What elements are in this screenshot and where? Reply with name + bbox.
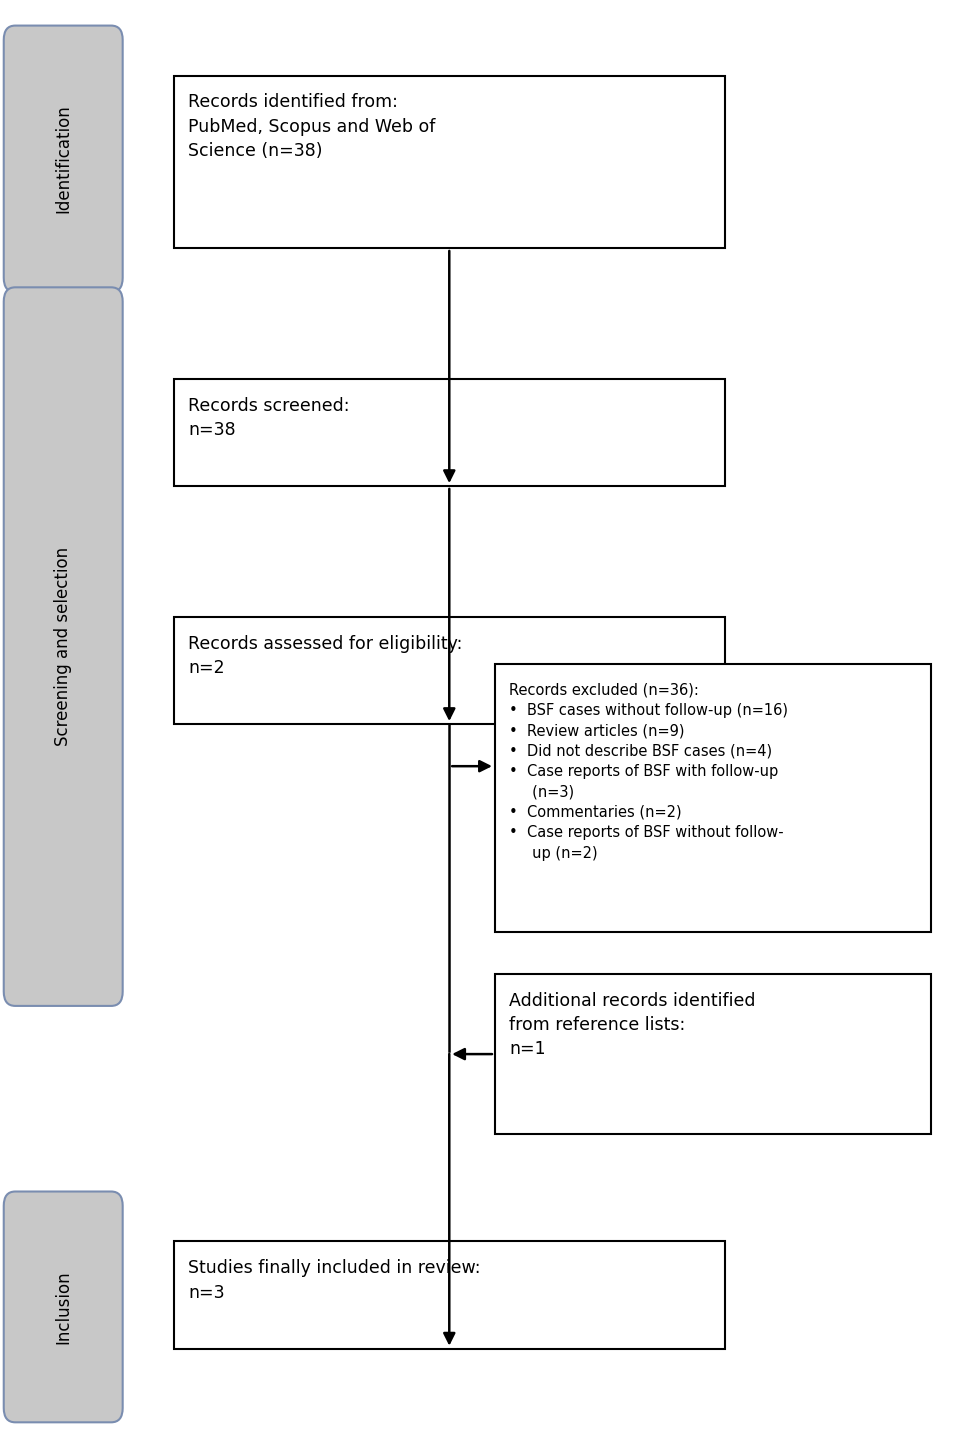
Text: Studies finally included in review:
n=3: Studies finally included in review: n=3	[188, 1259, 481, 1301]
FancyBboxPatch shape	[173, 1242, 725, 1348]
Text: Records identified from:
PubMed, Scopus and Web of
Science (n=38): Records identified from: PubMed, Scopus …	[188, 93, 435, 159]
FancyBboxPatch shape	[4, 287, 123, 1005]
Text: Screening and selection: Screening and selection	[54, 547, 73, 747]
Text: Identification: Identification	[54, 105, 73, 213]
FancyBboxPatch shape	[173, 379, 725, 485]
FancyBboxPatch shape	[495, 665, 931, 932]
Text: Inclusion: Inclusion	[54, 1269, 73, 1344]
Text: Records excluded (n=36):
•  BSF cases without follow-up (n=16)
•  Review article: Records excluded (n=36): • BSF cases wit…	[510, 682, 788, 860]
FancyBboxPatch shape	[495, 974, 931, 1134]
Text: Records assessed for eligibility:
n=2: Records assessed for eligibility: n=2	[188, 635, 462, 676]
FancyBboxPatch shape	[173, 617, 725, 724]
Text: Additional records identified
from reference lists:
n=1: Additional records identified from refer…	[510, 992, 756, 1058]
FancyBboxPatch shape	[4, 1192, 123, 1422]
FancyBboxPatch shape	[173, 76, 725, 248]
FancyBboxPatch shape	[4, 26, 123, 292]
Text: Records screened:
n=38: Records screened: n=38	[188, 396, 350, 439]
